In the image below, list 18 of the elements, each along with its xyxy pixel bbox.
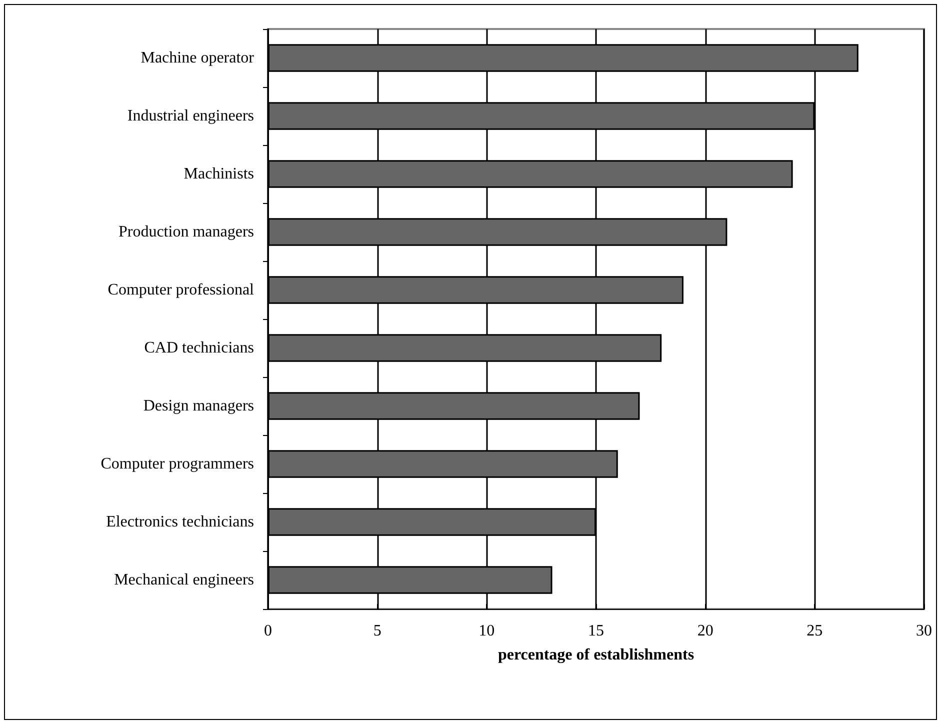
y-tick-label: Computer programmers	[100, 456, 254, 472]
y-tick-label: Design managers	[143, 398, 254, 414]
y-tick-label: Computer professional	[108, 282, 255, 298]
x-tick-label: 30	[916, 622, 932, 640]
x-axis-title: percentage of establishments	[498, 646, 694, 664]
y-tick-label: Machinists	[184, 166, 254, 182]
x-tick-label: 15	[588, 622, 604, 640]
y-tick-label: CAD technicians	[144, 340, 254, 356]
y-tick-label: Electronics technicians	[106, 514, 254, 530]
x-tick-label: 25	[806, 622, 823, 640]
x-tick-label: 10	[478, 622, 495, 640]
y-tick-label: Mechanical engineers	[114, 572, 254, 588]
x-tick-label: 20	[697, 622, 714, 640]
y-tick-label: Machine operator	[140, 50, 255, 66]
y-tick-label: Industrial engineers	[127, 108, 254, 124]
y-tick-label: Production managers	[118, 224, 254, 240]
x-tick-label: 0	[264, 622, 272, 640]
x-tick-label: 5	[373, 622, 382, 640]
